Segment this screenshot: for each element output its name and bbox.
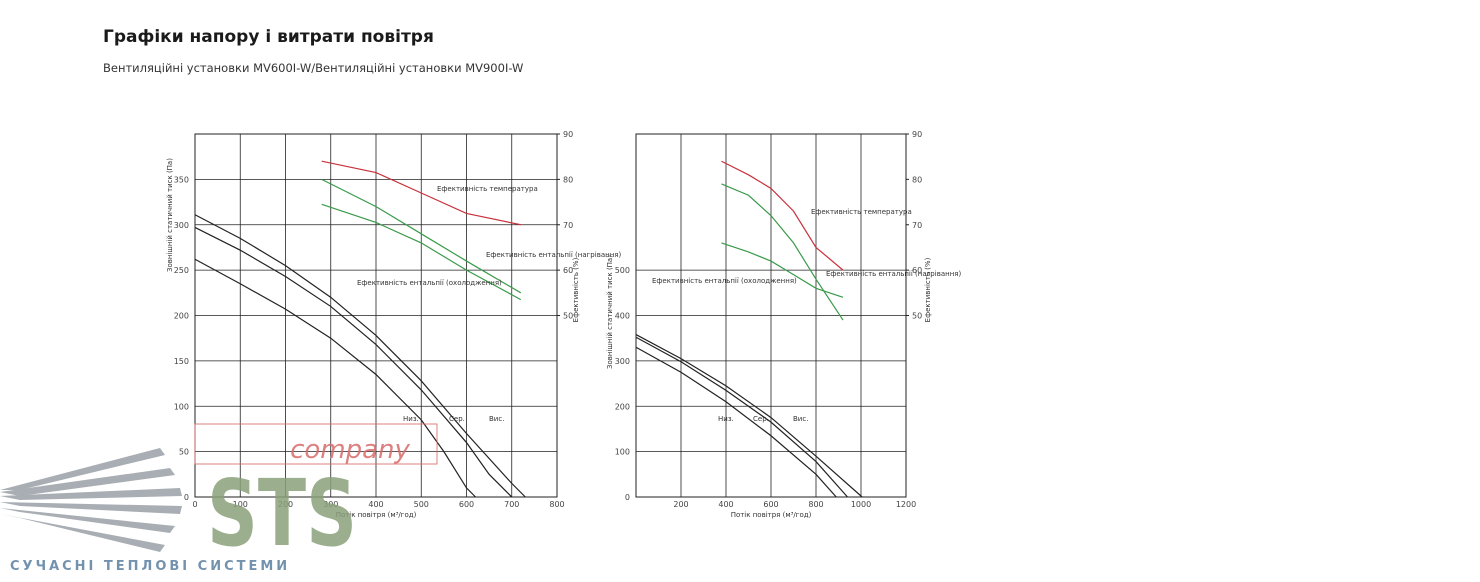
- y2-tick-label: 50: [912, 312, 922, 321]
- y-tick-label: 100: [174, 402, 189, 411]
- x-tick-label: 600: [459, 500, 474, 509]
- series-line: [194, 214, 526, 498]
- y2-tick-label: 80: [912, 175, 922, 184]
- series-line: [321, 178, 522, 294]
- series-label: Ефективність ентальпії (нагрівання): [826, 270, 961, 278]
- page-subtitle: Вентиляційні установки MV600I-W/Вентиляц…: [103, 61, 523, 75]
- y-tick-label: 300: [174, 221, 189, 230]
- y2-tick-label: 90: [563, 130, 573, 139]
- y2-tick-label: 80: [563, 175, 573, 184]
- x-tick-label: 700: [504, 500, 519, 509]
- y-tick-label: 500: [615, 266, 630, 275]
- y2-tick-label: 90: [912, 130, 922, 139]
- watermark: company STS СУЧАСНІ ТЕПЛОВІ СИСТЕМИ: [0, 423, 438, 574]
- logo-stripe: [0, 448, 165, 490]
- series-label: Ефективність ентальпії (охолодження): [652, 277, 797, 285]
- page-title: Графіки напору і витрати повітря: [103, 27, 434, 47]
- y-tick-label: 50: [179, 448, 189, 457]
- logo-stripe: [0, 514, 165, 552]
- y2-axis-label: Ефективність (%): [924, 257, 932, 322]
- series-label: Низ.: [403, 415, 419, 423]
- x-tick-label: 800: [808, 500, 823, 509]
- logo-stripe: [0, 502, 182, 514]
- y-tick-label: 100: [615, 448, 630, 457]
- y-tick-label: 150: [174, 357, 189, 366]
- x-tick-label: 600: [763, 500, 778, 509]
- x-axis-label: Потік повітря (м³/год): [336, 511, 417, 519]
- series-label: Ефективність температура: [811, 208, 912, 216]
- x-tick-label: 200: [278, 500, 293, 509]
- logo-tag: company: [290, 435, 410, 465]
- y-tick-label: 0: [184, 493, 189, 502]
- logo-stripe: [0, 508, 175, 533]
- y2-tick-label: 50: [563, 312, 573, 321]
- y-tick-label: 200: [615, 402, 630, 411]
- series-line: [194, 258, 476, 498]
- logo-stripe: [0, 468, 175, 496]
- y-tick-label: 200: [174, 312, 189, 321]
- series-label: Низ.: [718, 415, 734, 423]
- y2-tick-label: 60: [912, 266, 922, 275]
- logo-frame: [194, 423, 438, 465]
- series-line: [321, 160, 521, 226]
- x-tick-label: 200: [673, 500, 688, 509]
- series-label: Вис.: [793, 415, 808, 423]
- x-tick-label: 800: [549, 500, 564, 509]
- y-tick-label: 400: [615, 312, 630, 321]
- series-line: [194, 226, 513, 498]
- series-label: Ефективність ентальпії (нагрівання): [486, 251, 621, 259]
- series-line: [635, 334, 863, 498]
- charts: 0 100 200 300 400 500 600 700 800050100150200250…: [166, 130, 961, 519]
- series-line: [721, 160, 844, 271]
- x-tick-label: 1200: [896, 500, 916, 509]
- logo-stripe: [0, 488, 182, 500]
- x-axis-label: Потік повітря (м³/год): [731, 511, 812, 519]
- series-line: [635, 336, 848, 498]
- series-label: Сер.: [753, 415, 769, 423]
- y2-axis-label: Ефективність (%): [572, 257, 580, 322]
- y-axis-label: Зовнішній статичний тиск (Па): [166, 158, 174, 272]
- x-tick-label: 500: [414, 500, 429, 509]
- series-label: Ефективність температура: [437, 185, 538, 193]
- series-line: [721, 183, 844, 321]
- series-line: [635, 346, 837, 498]
- series-label: Сер.: [449, 415, 465, 423]
- series-label: Ефективність ентальпії (охолодження): [357, 279, 502, 287]
- x-tick-label: 0: [192, 500, 197, 509]
- y2-tick-label: 60: [563, 266, 573, 275]
- y-axis-label: Зовнішній статичний тиск (Па): [606, 255, 614, 369]
- y-tick-label: 300: [615, 357, 630, 366]
- x-tick-label: 1000: [851, 500, 871, 509]
- logo-slogan: СУЧАСНІ ТЕПЛОВІ СИСТЕМИ: [10, 559, 290, 574]
- series-line: [321, 203, 522, 301]
- x-tick-label: 100: [233, 500, 248, 509]
- y-tick-label: 250: [174, 266, 189, 275]
- series-line: [721, 242, 844, 298]
- y-tick-label: 350: [174, 175, 189, 184]
- y2-tick-label: 70: [563, 221, 573, 230]
- y2-tick-label: 70: [912, 221, 922, 230]
- x-tick-label: 300: [323, 500, 338, 509]
- logo-text: STS: [207, 460, 357, 567]
- series-label: Вис.: [489, 415, 504, 423]
- y-tick-label: 0: [625, 493, 630, 502]
- x-tick-label: 400: [718, 500, 733, 509]
- x-tick-label: 400: [368, 500, 383, 509]
